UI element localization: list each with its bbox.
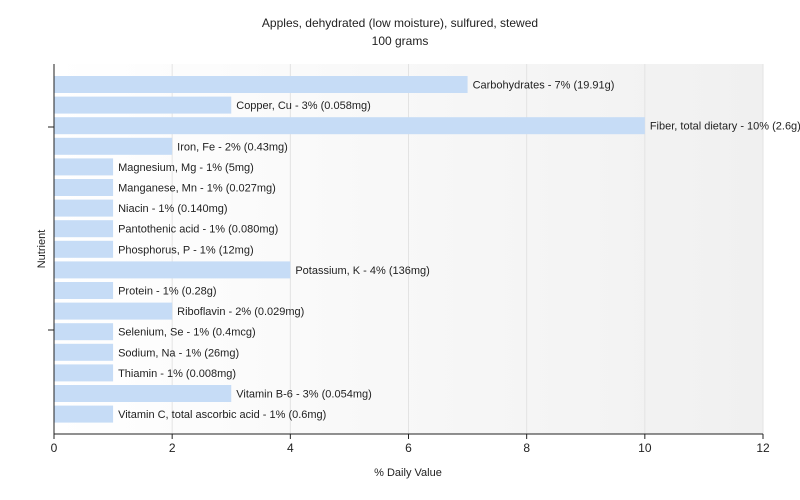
bar-label: Fiber, total dietary - 10% (2.6g) [650, 121, 800, 133]
bar [54, 76, 468, 93]
bar-label: Phosphorus, P - 1% (12mg) [118, 244, 254, 256]
bar [54, 282, 114, 299]
x-tick-label: 2 [169, 441, 176, 455]
bar-label: Sodium, Na - 1% (26mg) [118, 347, 239, 359]
x-axis-title: % Daily Value [374, 467, 442, 479]
x-tick-label: 8 [523, 441, 530, 455]
chart-title: Apples, dehydrated (low moisture), sulfu… [262, 16, 538, 30]
bar [54, 343, 114, 361]
bar [54, 158, 114, 176]
chart-subtitle: 100 grams [372, 34, 429, 48]
bar-label: Pantothenic acid - 1% (0.080mg) [118, 224, 278, 236]
x-tick-label: 6 [405, 441, 412, 455]
bar-label: Protein - 1% (0.28g) [118, 286, 216, 298]
bar [54, 179, 114, 196]
bar [54, 220, 114, 238]
bar-labels-group: Carbohydrates - 7% (19.91g) Copper, Cu - … [118, 80, 800, 422]
bar-label: Carbohydrates - 7% (19.91g) [473, 80, 615, 92]
bar-label: Potassium, K - 4% (136mg) [295, 265, 430, 277]
x-tick-label: 0 [51, 441, 58, 455]
bar [54, 302, 173, 320]
bar-label: Magnesium, Mg - 1% (5mg) [118, 162, 254, 174]
bar [54, 199, 114, 217]
x-tick-label: 12 [756, 441, 770, 455]
bar-label: Selenium, Se - 1% (0.4mcg) [118, 327, 256, 339]
bars-group [54, 76, 645, 423]
bar [54, 137, 173, 155]
x-ticks-group: 0 2 4 6 8 10 12 [51, 434, 770, 455]
bar-label: Vitamin C, total ascorbic acid - 1% (0.6… [118, 409, 326, 421]
bar-label: Iron, Fe - 2% (0.43mg) [177, 141, 288, 153]
bar-label: Vitamin B-6 - 3% (0.054mg) [236, 389, 372, 401]
x-tick-label: 4 [287, 441, 294, 455]
bar-label: Thiamin - 1% (0.008mg) [118, 368, 236, 380]
y-axis-title: Nutrient [36, 230, 48, 269]
bar-label: Copper, Cu - 3% (0.058mg) [236, 100, 371, 112]
bar [54, 96, 232, 114]
bar-label: Niacin - 1% (0.140mg) [118, 203, 227, 215]
bar [54, 405, 114, 423]
bar [54, 261, 291, 279]
bar [54, 364, 114, 382]
bar [54, 323, 114, 341]
bar [54, 385, 232, 402]
bar-label: Manganese, Mn - 1% (0.027mg) [118, 183, 276, 195]
x-tick-label: 10 [638, 441, 652, 455]
bar-label: Riboflavin - 2% (0.029mg) [177, 306, 304, 318]
bar [54, 240, 114, 258]
bar [54, 117, 645, 135]
